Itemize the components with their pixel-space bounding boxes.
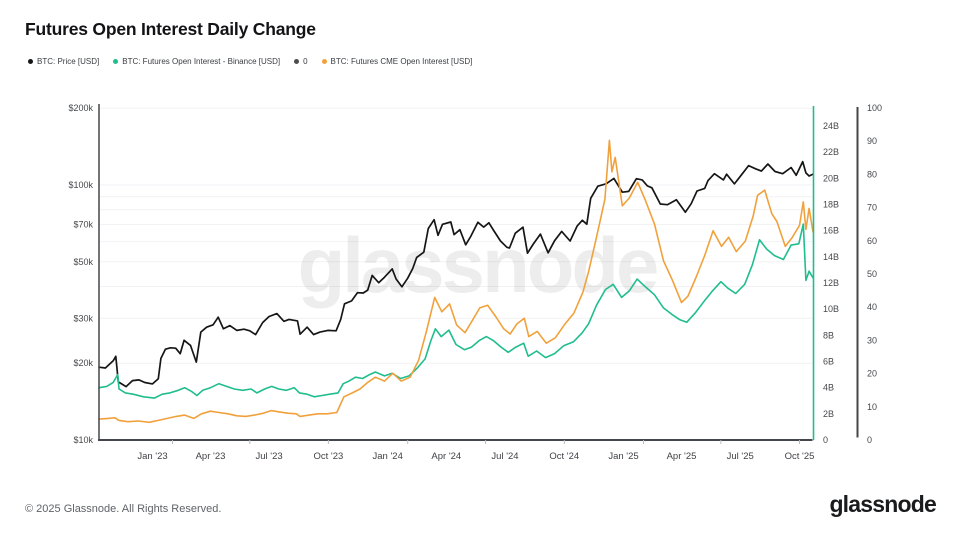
y-right-aux-tick-label: 50 xyxy=(867,269,877,279)
y-left-tick-label: $30k xyxy=(73,313,93,323)
legend-label: BTC: Price [USD] xyxy=(37,57,100,66)
x-tick-label: Apr '23 xyxy=(196,451,226,462)
y-right-aux-tick-label: 80 xyxy=(867,169,877,179)
legend-label: BTC: Futures CME Open Interest [USD] xyxy=(330,57,473,66)
series-cme-oi xyxy=(98,139,814,424)
legend-label: BTC: Futures Open Interest - Binance [US… xyxy=(122,57,281,66)
x-tick-label: Oct '25 xyxy=(785,451,815,462)
y-right-aux-tick-label: 70 xyxy=(867,203,877,213)
y-right-aux-tick-label: 40 xyxy=(867,302,877,312)
legend: BTC: Price [USD] BTC: Futures Open Intere… xyxy=(28,57,472,66)
y-right-aux-tick-label: 90 xyxy=(867,136,877,146)
y-right-binance-tick-label: 4B xyxy=(823,383,834,393)
y-right-binance-tick-label: 14B xyxy=(823,252,839,262)
glassnode-watermark: glassnode xyxy=(298,221,657,309)
y-right-binance-tick-label: 18B xyxy=(823,200,839,210)
glassnode-logo: glassnode xyxy=(829,491,936,517)
y-right-binance-tick-label: 20B xyxy=(823,173,839,183)
y-right-binance-tick-label: 2B xyxy=(823,409,834,419)
y-right-aux-tick-label: 0 xyxy=(867,435,872,445)
x-tick-label: Jan '24 xyxy=(373,451,403,462)
legend-dot-icon xyxy=(321,59,327,64)
x-tick-label: Apr '24 xyxy=(431,451,461,462)
y-left-tick-label: $10k xyxy=(73,435,93,445)
legend-dot-icon xyxy=(294,59,300,64)
x-tick-label: Oct '24 xyxy=(549,451,579,462)
x-tick-label: Jan '25 xyxy=(608,451,638,462)
footer-copyright: © 2025 Glassnode. All Rights Reserved. xyxy=(25,503,222,515)
y-left-tick-label: $20k xyxy=(73,358,93,368)
y-right-binance-tick-label: 8B xyxy=(823,330,834,340)
legend-label: 0 xyxy=(303,57,308,66)
y-left-tick-label: $100k xyxy=(68,180,93,190)
x-tick-label: Apr '25 xyxy=(667,451,697,462)
y-right-binance-tick-label: 12B xyxy=(823,278,839,288)
legend-item[interactable]: BTC: Futures CME Open Interest [USD] xyxy=(321,57,473,66)
legend-dot-icon xyxy=(113,59,119,64)
y-left-tick-label: $70k xyxy=(73,220,93,230)
y-right-aux-tick-label: 30 xyxy=(867,335,877,345)
legend-item[interactable]: BTC: Futures Open Interest - Binance [US… xyxy=(113,57,280,66)
y-right-binance-tick-label: 16B xyxy=(823,226,839,236)
y-right-binance-tick-label: 22B xyxy=(823,147,839,157)
y-right-aux-tick-label: 10 xyxy=(867,402,877,412)
x-tick-label: Jul '25 xyxy=(727,451,754,462)
y-left-tick-label: $200k xyxy=(68,103,93,113)
y-right-binance-tick-label: 24B xyxy=(823,121,839,131)
legend-item[interactable]: BTC: Price [USD] xyxy=(28,57,99,66)
y-right-aux-tick-label: 20 xyxy=(867,369,877,379)
y-right-binance-tick-label: 0 xyxy=(823,435,828,445)
page-title: Futures Open Interest Daily Change xyxy=(25,19,316,39)
series-binance-oi xyxy=(98,223,814,399)
y-left-tick-label: $50k xyxy=(73,257,93,267)
x-tick-label: Jul '24 xyxy=(491,451,518,462)
y-right-binance-tick-label: 6B xyxy=(823,357,834,367)
x-tick-label: Jan '23 xyxy=(137,451,167,462)
y-right-aux-tick-label: 60 xyxy=(867,236,877,246)
legend-item[interactable]: 0 xyxy=(294,57,308,66)
y-right-aux-tick-label: 100 xyxy=(867,103,882,113)
series-btc-price xyxy=(98,160,814,388)
legend-dot-icon xyxy=(28,59,33,64)
x-tick-label: Oct '23 xyxy=(313,451,343,462)
y-right-binance-tick-label: 10B xyxy=(823,304,839,314)
x-tick-label: Jul '23 xyxy=(256,451,283,462)
